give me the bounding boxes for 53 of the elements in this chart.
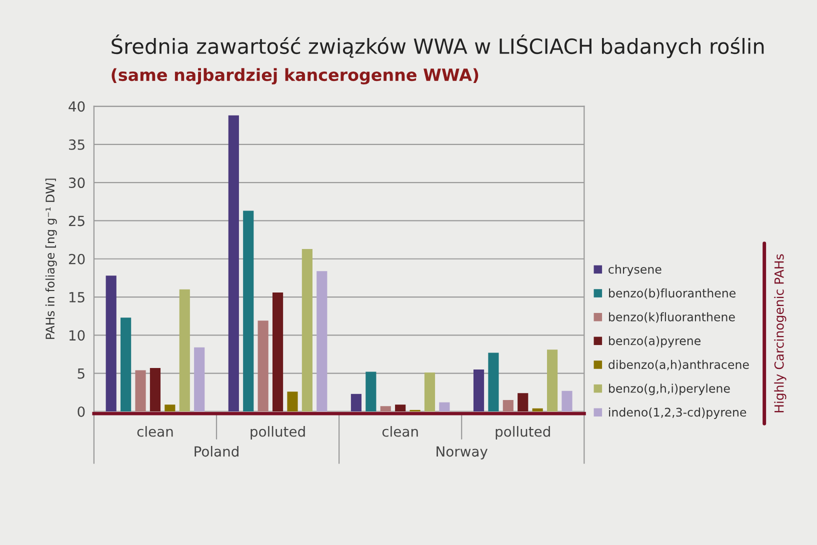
- x-tick-label: polluted: [496, 426, 550, 440]
- bar: [316, 271, 328, 412]
- y-tick-label: 10: [69, 330, 85, 341]
- legend-label: benzo(b)fluoranthene: [609, 288, 736, 299]
- legend-label: benzo(k)fluoranthene: [609, 312, 735, 323]
- bar: [302, 248, 312, 412]
- text: Poland: [194, 446, 238, 457]
- legend-label: benzo(a)pyrene: [609, 336, 700, 348]
- x-tick-label: clean: [382, 426, 418, 437]
- legend-label: chrysene: [608, 264, 662, 276]
- bar: [547, 350, 558, 412]
- y-tick-label: 15: [69, 292, 84, 302]
- legend-label: benzo(g,h,i)perylene: [609, 384, 730, 396]
- bar: [502, 400, 514, 412]
- x-tick-label: clean: [137, 426, 173, 437]
- y-tick-label: 30: [69, 178, 85, 188]
- bar: [518, 393, 528, 412]
- y-tick-label: 0: [78, 406, 85, 417]
- legend-label: dibenzo(a,h)anthracene: [608, 360, 749, 370]
- bar: [272, 292, 284, 412]
- bar: [424, 372, 436, 412]
- y-axis-title: PAHs in foliage [ng g⁻¹ DW]: [45, 178, 57, 339]
- y-tick-label: 35: [69, 139, 84, 150]
- y-tick-label: 20: [68, 254, 85, 264]
- y-tick-label: 25: [68, 216, 84, 226]
- bar: [228, 115, 239, 412]
- bar: [150, 368, 161, 412]
- text: Norway: [436, 446, 488, 460]
- bar: [473, 370, 484, 412]
- bar: [350, 394, 362, 412]
- legend-title: Highly Carcinogenic PAHs: [774, 254, 786, 412]
- bar: [194, 347, 205, 412]
- legend-label: indeno(1,2,3-cd)pyrene: [609, 408, 746, 419]
- bar: [439, 402, 450, 412]
- y-tick-label: 5: [78, 368, 84, 379]
- bar: [106, 276, 116, 412]
- chart-subtitle: (same najbardziej kancerogenne WWA): [112, 68, 478, 84]
- bar: [287, 392, 298, 412]
- bar: [135, 370, 146, 412]
- bar: [366, 372, 376, 412]
- bar: [120, 318, 132, 412]
- bar: [164, 404, 176, 412]
- bar: [532, 408, 543, 412]
- bar: [395, 404, 406, 412]
- bar: [488, 352, 499, 412]
- bar: [258, 320, 268, 412]
- bar: [243, 210, 254, 412]
- chart-title: Średnia zawartość związków WWA w LIŚCIACH badanych roślin: [112, 34, 764, 58]
- bar: [562, 390, 572, 412]
- y-tick-label: 40: [68, 101, 85, 112]
- bar: [179, 289, 190, 412]
- x-tick-label: polluted: [250, 426, 305, 440]
- bar: [380, 406, 391, 412]
